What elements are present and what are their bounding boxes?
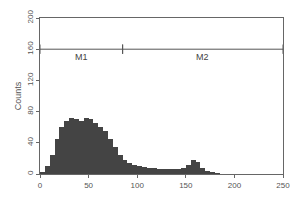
svg-text:150: 150: [179, 181, 193, 190]
svg-text:120: 120: [26, 72, 35, 86]
svg-text:80: 80: [26, 105, 35, 114]
svg-text:250: 250: [276, 181, 290, 190]
svg-text:160: 160: [26, 41, 35, 55]
svg-text:0: 0: [26, 170, 35, 175]
svg-text:Counts: Counts: [13, 81, 23, 110]
svg-text:50: 50: [84, 181, 93, 190]
svg-text:200: 200: [26, 10, 35, 24]
svg-text:100: 100: [131, 181, 145, 190]
svg-text:40: 40: [26, 137, 35, 146]
svg-text:M1: M1: [75, 52, 88, 62]
svg-text:M2: M2: [196, 52, 209, 62]
svg-text:200: 200: [228, 181, 242, 190]
svg-text:0: 0: [38, 181, 43, 190]
